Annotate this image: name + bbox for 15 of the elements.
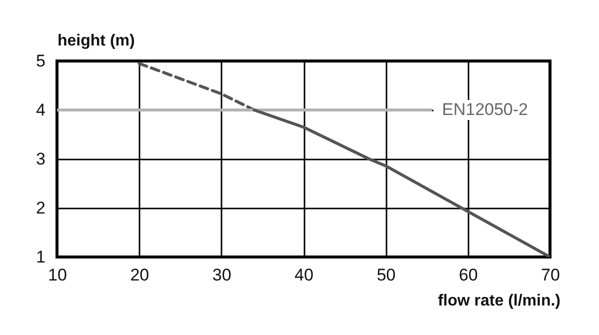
x-tick-label: 20 <box>130 266 150 284</box>
y-tick-label: 3 <box>36 150 46 168</box>
y-tick-label: 1 <box>36 248 46 266</box>
y-axis-title: height (m) <box>58 32 135 50</box>
x-tick-label: 60 <box>458 266 478 284</box>
x-tick-label: 10 <box>48 266 67 284</box>
y-tick-label: 5 <box>36 52 46 70</box>
x-tick-label: 40 <box>294 266 314 284</box>
x-tick-label: 30 <box>212 266 232 284</box>
y-tick-label: 4 <box>36 100 46 120</box>
ref-line-label: EN12050-2 <box>442 100 528 119</box>
x-tick-label: 70 <box>541 266 560 284</box>
x-tick-label: 50 <box>376 266 396 284</box>
x-axis-title: flow rate (l/min.) <box>438 292 560 310</box>
y-tick-label: 2 <box>36 198 46 218</box>
